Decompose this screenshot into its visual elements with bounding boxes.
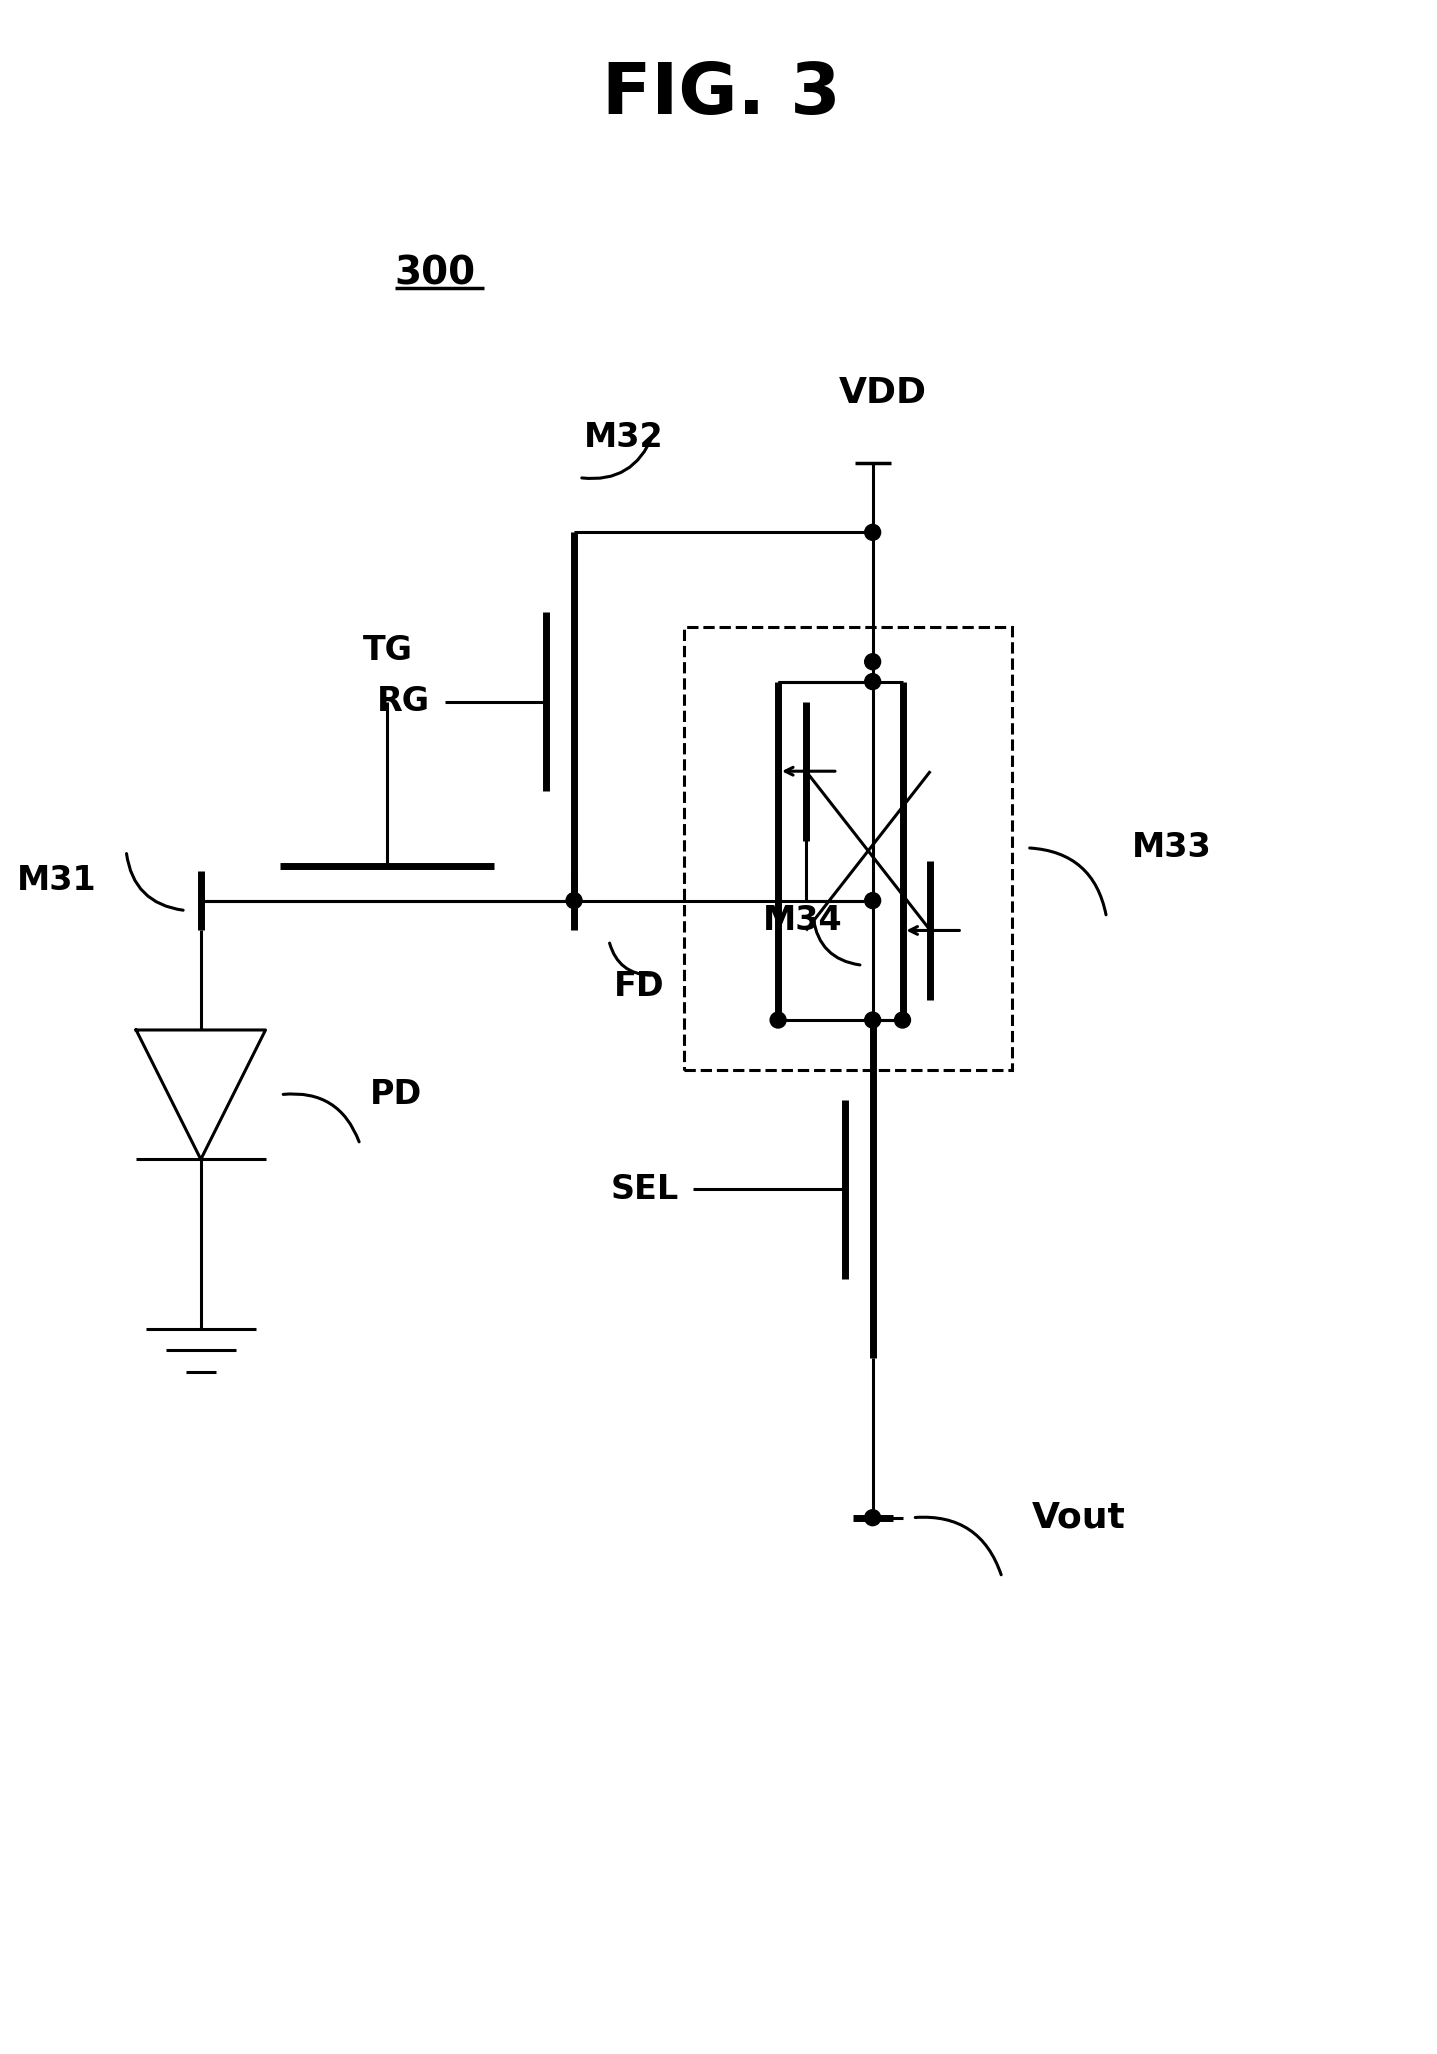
Text: PD: PD <box>369 1078 422 1111</box>
Circle shape <box>865 1510 881 1526</box>
Text: M31: M31 <box>17 865 96 898</box>
Text: SEL: SEL <box>611 1173 678 1206</box>
Circle shape <box>865 1013 881 1027</box>
Text: Vout: Vout <box>1032 1501 1125 1534</box>
Text: FIG. 3: FIG. 3 <box>602 60 841 129</box>
Circle shape <box>770 1013 786 1027</box>
Text: M34: M34 <box>763 904 842 937</box>
Circle shape <box>865 653 881 670</box>
Text: M33: M33 <box>1131 832 1211 865</box>
Text: M32: M32 <box>583 421 664 454</box>
Circle shape <box>865 524 881 540</box>
Circle shape <box>865 893 881 908</box>
Bar <box>684 626 1012 1070</box>
Circle shape <box>865 674 881 690</box>
Text: TG: TG <box>362 635 412 668</box>
Text: RG: RG <box>376 686 430 719</box>
Text: 300: 300 <box>394 255 476 292</box>
Text: VDD: VDD <box>839 376 927 411</box>
Text: FD: FD <box>614 969 664 1002</box>
Circle shape <box>566 893 582 908</box>
Circle shape <box>895 1013 911 1027</box>
